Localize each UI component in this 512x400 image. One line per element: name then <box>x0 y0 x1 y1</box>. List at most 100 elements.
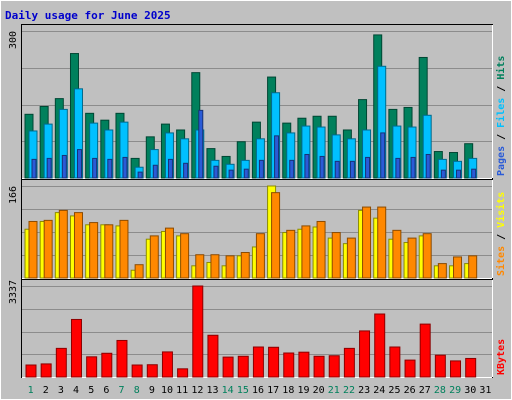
sites-bar <box>89 222 99 279</box>
legend-entry-files: Files <box>495 98 507 128</box>
kbytes-bar <box>237 355 249 378</box>
sites-bar <box>28 220 38 279</box>
sites-bar <box>377 206 387 279</box>
kbytes-bar <box>343 347 355 378</box>
pages-bar <box>76 149 82 179</box>
side-legend-kbytes: KBytes <box>496 339 507 375</box>
kbytes-bar <box>328 355 340 378</box>
kbytes-bar <box>161 351 173 378</box>
pages-bar <box>274 135 280 179</box>
day-label: 28 <box>434 385 446 396</box>
pages-bar <box>61 154 67 179</box>
day-label: 4 <box>73 385 79 396</box>
kbytes-bar <box>207 334 219 378</box>
sites-bar <box>225 255 235 279</box>
day-label: 27 <box>419 385 431 396</box>
kbytes-bar <box>55 347 67 378</box>
kbytes-bar <box>404 359 416 378</box>
day-label: 18 <box>282 385 294 396</box>
kbytes-bar <box>268 346 280 378</box>
pages-bar <box>304 153 310 179</box>
sites-bar <box>104 224 114 279</box>
kbytes-bar <box>419 323 431 378</box>
day-label: 23 <box>358 385 370 396</box>
kbytes-bar <box>222 356 234 378</box>
sites-bar <box>316 220 326 279</box>
pages-bar <box>107 158 113 179</box>
pages-bar <box>228 169 234 179</box>
pages-bar <box>213 165 219 179</box>
sites-bar <box>134 264 144 279</box>
kbytes-bar <box>434 354 446 378</box>
sites-bar <box>149 235 159 279</box>
pages-bar <box>167 158 173 179</box>
legend-entry-kbytes: KBytes <box>496 339 507 375</box>
kbytes-bar <box>465 357 477 378</box>
panel-kbytes: 3337 KBytes <box>8 279 507 378</box>
pages-bar <box>243 168 249 179</box>
panels: 300 Pages / Files / Hits 166 Sites / Visits… <box>8 24 507 378</box>
day-label: 15 <box>237 385 249 396</box>
day-label: 14 <box>222 385 234 396</box>
pages-bar <box>425 153 431 179</box>
day-label: 3 <box>58 385 64 396</box>
day-label: 2 <box>43 385 49 396</box>
day-label: 8 <box>134 385 140 396</box>
sites-bar <box>180 233 190 279</box>
pages-bar <box>410 156 416 179</box>
legend-entry-pages: Pages <box>496 146 507 176</box>
legend-entry-hits: Hits <box>495 56 507 80</box>
kbytes-bar <box>40 363 52 378</box>
sites-bar <box>437 263 447 279</box>
kbytes-bar <box>298 351 310 378</box>
kbytes-bar <box>25 364 37 378</box>
pages-bar <box>92 157 98 179</box>
kbytes-bar <box>131 364 143 378</box>
day-label: 26 <box>404 385 416 396</box>
sites-bar <box>43 219 53 279</box>
sites-bar <box>468 255 478 279</box>
legend-separator: / <box>496 128 507 146</box>
day-label: 21 <box>328 385 340 396</box>
sites-bar <box>271 192 281 279</box>
sites-bar <box>422 233 432 279</box>
sites-bar <box>255 233 265 279</box>
day-label: 17 <box>267 385 279 396</box>
day-label: 22 <box>343 385 355 396</box>
sites-bar <box>286 229 296 279</box>
sites-bar <box>346 237 356 279</box>
day-label: 31 <box>479 385 491 396</box>
pages-bar <box>183 162 189 179</box>
pages-bar <box>471 168 477 179</box>
sites-bar <box>392 229 402 279</box>
day-label: 12 <box>191 385 203 396</box>
pages-bar <box>122 156 128 179</box>
day-label: 25 <box>388 385 400 396</box>
sites-bar <box>407 237 417 279</box>
day-label: 19 <box>297 385 309 396</box>
sites-bar <box>210 254 220 279</box>
pages-bar <box>395 157 401 179</box>
kbytes-bar <box>450 360 462 378</box>
pages-bar <box>349 160 355 179</box>
pages-bar <box>152 164 158 179</box>
pages-bar <box>137 171 143 179</box>
day-label: 1 <box>28 385 34 396</box>
sites-bar <box>301 225 311 279</box>
kbytes-bar <box>101 352 113 378</box>
side-legend-visits: Sites / Visits <box>495 192 507 276</box>
panel-hits: 300 Pages / Files / Hits <box>8 24 507 179</box>
kbytes-bar <box>86 356 98 378</box>
y-axis-max-label: 300 <box>8 31 19 49</box>
y-axis-max-label: 166 <box>8 186 19 204</box>
day-label: 29 <box>449 385 461 396</box>
day-label: 30 <box>464 385 476 396</box>
day-label: 24 <box>373 385 385 396</box>
pages-bar <box>456 169 462 179</box>
legend-entry-sites: Sites <box>495 246 507 276</box>
kbytes-bar <box>389 346 401 378</box>
kbytes-bar <box>374 313 386 378</box>
sites-bar <box>362 206 372 279</box>
legend-separator: / <box>496 80 507 98</box>
kbytes-bar <box>283 352 295 378</box>
